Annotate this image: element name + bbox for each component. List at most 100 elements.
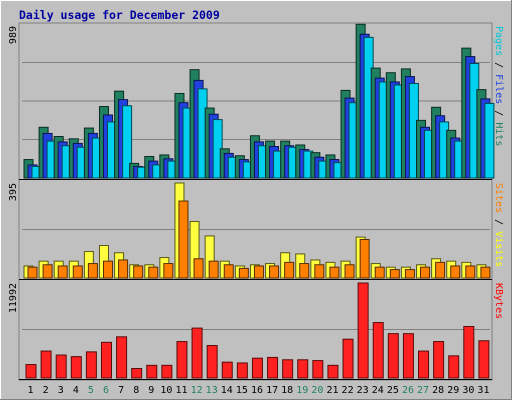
bar-kbytes-day-11 [176,341,188,379]
bar-kbytes-day-6 [100,341,112,379]
bar-sites-day-9 [148,266,159,279]
x-tick-label-day-3: 3 [58,385,64,396]
bar-sites-day-28 [435,261,446,279]
x-tick-label-day-24: 24 [372,385,384,396]
x-tick-label-day-30: 30 [462,385,474,396]
x-tick-label-day-1: 1 [28,385,34,396]
bar-sites-day-23 [359,239,370,279]
x-tick-label-day-28: 28 [432,385,444,396]
bar-kbytes-day-12 [191,327,203,379]
bar-kbytes-day-25 [387,333,399,379]
x-tick-label-day-19: 19 [296,385,308,396]
bar-kbytes-day-19 [297,359,309,379]
x-tick-label-day-10: 10 [160,385,172,396]
bar-kbytes-day-28 [433,341,445,379]
x-tick-label-day-20: 20 [311,385,323,396]
bar-sites-day-30 [465,265,476,279]
bar-sites-day-27 [420,266,431,279]
chart-title: Daily usage for December 2009 [19,8,220,22]
bar-pages-day-7 [122,105,133,179]
bar-pages-day-31 [484,102,495,179]
bar-sites-day-13 [208,260,219,279]
bar-kbytes-day-18 [282,359,294,379]
bar-kbytes-day-10 [161,364,173,379]
x-tick-label-day-29: 29 [447,385,459,396]
bar-sites-day-2 [42,264,53,279]
x-tick-label-day-27: 27 [417,385,429,396]
bar-sites-day-18 [284,261,295,279]
x-tick-label-day-12: 12 [191,385,203,396]
bar-kbytes-day-23 [357,282,369,379]
x-tick-label-day-9: 9 [148,385,154,396]
bar-sites-day-26 [404,269,415,279]
bar-kbytes-day-14 [221,361,233,379]
x-tick-label-day-26: 26 [402,385,414,396]
bar-kbytes-day-7 [116,336,128,379]
panel-legend-label: Sites / Visits [493,183,504,267]
x-tick-label-day-8: 8 [133,385,139,396]
bar-kbytes-day-29 [448,355,460,379]
x-tick-label-day-2: 2 [43,385,49,396]
panel-max-label: 11992 [8,283,19,313]
bar-sites-day-4 [72,265,83,279]
bar-sites-day-25 [389,269,400,279]
x-tick-label-day-15: 15 [236,385,248,396]
x-tick-label-day-16: 16 [251,385,263,396]
bar-sites-day-8 [133,265,144,279]
bar-sites-day-12 [193,258,204,279]
x-tick-label-day-4: 4 [73,385,79,396]
bar-kbytes-day-8 [131,367,143,379]
bar-sites-day-10 [163,263,174,279]
x-tick-label-day-6: 6 [103,385,109,396]
panel-legend-label: Pages / Files / Hits [493,26,504,146]
x-tick-label-day-17: 17 [266,385,278,396]
bar-sites-day-19 [299,263,310,279]
bar-kbytes-day-21 [327,364,339,379]
bar-kbytes-day-16 [251,357,263,379]
panel-max-label: 395 [8,183,19,201]
panel-max-label: 989 [8,26,19,44]
x-tick-label-day-5: 5 [88,385,94,396]
panel-visits: 395 Sites / Visits [8,181,504,280]
bar-kbytes-day-17 [267,356,279,379]
bar-sites-day-5 [87,263,98,279]
x-axis: 1 2 3 4 5 6 7 8 9 10 11 12 13 14 15 16 17 18 19 20 21 22 23 24 2… [28,385,490,396]
bar-kbytes-day-2 [40,350,52,379]
bar-kbytes-day-20 [312,360,324,379]
x-tick-label-day-23: 23 [357,385,369,396]
x-tick-label-day-18: 18 [281,385,293,396]
bar-kbytes-day-15 [236,362,248,379]
bar-kbytes-day-27 [418,350,430,379]
x-tick-label-day-22: 22 [342,385,354,396]
x-tick-label-day-7: 7 [118,385,124,396]
panel-hits: 989 Pages / Files / Hits [8,23,504,180]
x-tick-label-day-31: 31 [477,385,489,396]
bar-sites-day-29 [450,265,461,279]
bar-sites-day-1 [27,266,38,279]
bar-sites-day-3 [57,265,68,279]
bar-sites-day-24 [374,266,385,279]
bar-kbytes-day-1 [25,364,37,379]
chart-panels: 989 Pages / Files / Hits 395 Sites / Visits… [8,23,504,380]
bar-sites-day-16 [253,265,264,279]
panel-kbytes: 11992 KBytes [8,281,504,380]
bar-kbytes-day-13 [206,345,218,379]
bar-kbytes-day-5 [85,351,97,379]
bar-kbytes-day-9 [146,364,158,379]
bar-kbytes-day-3 [55,354,67,379]
panel-legend-label: KBytes [493,283,504,319]
bar-sites-day-15 [238,267,249,279]
bar-kbytes-day-26 [402,333,414,379]
bar-kbytes-day-22 [342,338,354,379]
bar-sites-day-20 [314,264,325,279]
bar-sites-day-17 [269,265,280,279]
bar-sites-day-14 [223,264,234,279]
bar-sites-day-31 [480,266,491,279]
bar-sites-day-6 [102,260,113,279]
bar-sites-day-22 [344,264,355,279]
bar-kbytes-day-24 [372,322,384,379]
x-tick-label-day-25: 25 [387,385,399,396]
bar-sites-day-7 [118,259,129,279]
